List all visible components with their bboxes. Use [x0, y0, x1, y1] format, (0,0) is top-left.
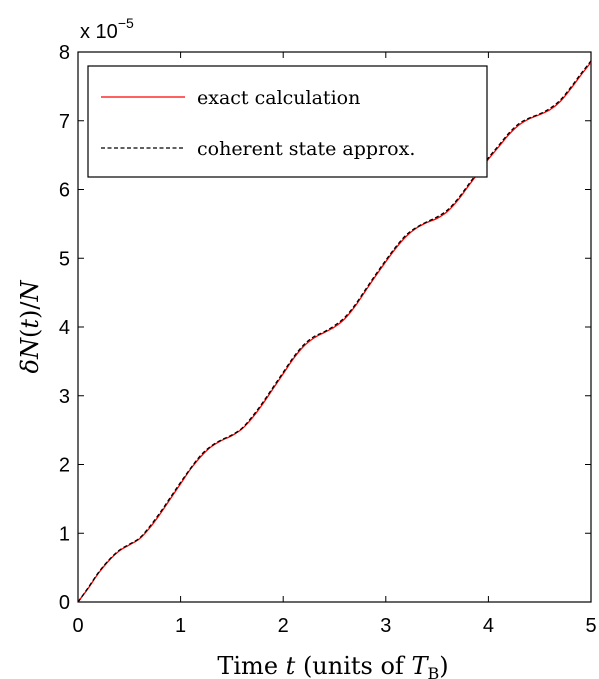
y-axis-multiplier: x 10−5 — [80, 15, 134, 43]
multiplier-base: x 10 — [80, 21, 118, 43]
x-label-units: (units of — [295, 652, 411, 679]
legend: exact calculation coherent state approx. — [87, 65, 488, 178]
y-tick-label: 1 — [59, 523, 70, 545]
y-tick-label: 0 — [59, 592, 70, 614]
y-tick-label: 2 — [59, 455, 70, 477]
y-tick-label: 8 — [59, 42, 70, 64]
y-tick-label: 3 — [59, 386, 70, 408]
multiplier-exponent: −5 — [118, 15, 134, 31]
y-axis-label: δN(t)/N — [16, 280, 44, 374]
x-tick-label: 0 — [72, 615, 83, 637]
y-label-delta: δ — [16, 359, 44, 373]
series-line-exact-calculation — [77, 61, 592, 603]
y-label-open: ( — [16, 329, 44, 338]
x-label-subscript: B — [427, 664, 439, 679]
x-axis-ticks: 0 1 2 3 4 5 — [72, 52, 597, 637]
y-label-t: t — [16, 319, 44, 329]
y-tick-label: 7 — [59, 111, 70, 133]
x-tick-label: 2 — [278, 615, 289, 637]
x-tick-label: 5 — [585, 615, 596, 637]
y-label-N2: N — [16, 280, 44, 303]
x-axis-label: Time t (units of TB) — [217, 652, 448, 679]
y-tick-label: 5 — [59, 248, 70, 270]
x-tick-label: 3 — [380, 615, 391, 637]
y-label-N: N — [16, 337, 44, 360]
x-label-prefix: Time — [217, 652, 285, 679]
x-label-var: t — [286, 652, 296, 679]
y-label-close: )/ — [16, 301, 44, 319]
legend-box — [87, 65, 488, 178]
x-tick-label: 1 — [175, 615, 186, 637]
y-axis-ticks: 0 1 2 3 4 5 6 7 8 — [59, 42, 591, 614]
x-label-close: ) — [439, 652, 448, 679]
legend-label-coherent: coherent state approx. — [197, 138, 415, 160]
y-tick-label: 4 — [59, 317, 70, 339]
series-layer — [77, 60, 592, 603]
legend-label-exact: exact calculation — [197, 87, 360, 109]
y-tick-label: 6 — [59, 180, 70, 202]
x-label-T: T — [411, 652, 429, 679]
x-tick-label: 4 — [483, 615, 494, 637]
